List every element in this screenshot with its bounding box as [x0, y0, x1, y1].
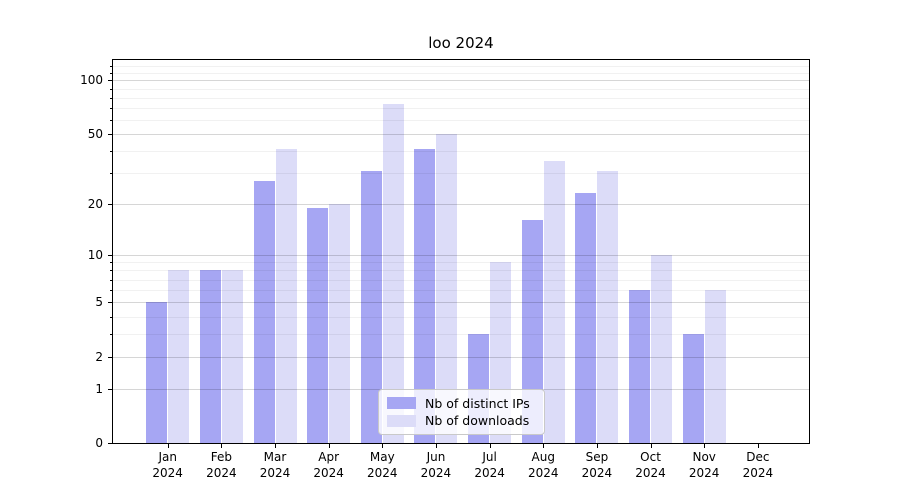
x-tick-mark	[489, 444, 491, 448]
bar-downloads	[382, 103, 404, 443]
x-tick-mark	[221, 444, 223, 448]
legend-label-distinct-ips: Nb of distinct IPs	[425, 395, 530, 411]
y-tick-label: 1	[95, 381, 103, 396]
chart-title: loo 2024	[428, 34, 494, 52]
y-tick-mark	[108, 356, 112, 358]
bar-distinct-ips	[521, 220, 543, 443]
legend: Nb of distinct IPs Nb of downloads	[378, 389, 545, 435]
y-minor-tick-mark	[110, 120, 112, 122]
x-tick-label: Jan 2024	[152, 450, 183, 480]
bar-downloads	[597, 170, 619, 443]
x-tick-mark	[543, 444, 545, 448]
x-tick-mark	[596, 444, 598, 448]
x-tick-label: Jun 2024	[420, 450, 452, 480]
bar-downloads	[704, 290, 726, 443]
bar-distinct-ips	[575, 193, 597, 443]
y-minor-tick-mark	[110, 173, 112, 175]
y-tick-label: 50	[87, 127, 103, 142]
y-minor-tick-mark	[110, 73, 112, 74]
x-tick-label: Apr 2024	[313, 450, 344, 480]
x-tick-mark	[167, 444, 169, 448]
y-tick-mark	[108, 134, 112, 136]
x-tick-mark	[275, 444, 276, 448]
x-tick-label: Nov 2024	[688, 450, 720, 480]
y-tick-mark	[108, 302, 112, 304]
legend-swatch-downloads	[387, 414, 416, 427]
bar-downloads	[221, 270, 243, 443]
x-tick-mark	[757, 444, 759, 448]
y-minor-tick-mark	[110, 108, 112, 110]
y-minor-tick-mark	[110, 270, 112, 272]
bar-distinct-ips	[146, 302, 168, 443]
y-tick-label: 10	[87, 247, 103, 262]
x-tick-label: May 2024	[367, 450, 398, 480]
x-tick-mark	[435, 444, 437, 448]
y-tick-mark	[108, 254, 112, 256]
bar-distinct-ips	[414, 149, 436, 443]
bar-downloads	[543, 161, 565, 443]
x-tick-mark	[328, 444, 330, 448]
bar-distinct-ips	[360, 170, 382, 443]
y-tick-label: 100	[80, 73, 103, 88]
y-minor-tick-mark	[110, 279, 112, 281]
legend-item-downloads: Nb of downloads	[387, 413, 536, 428]
y-minor-tick-mark	[110, 290, 112, 292]
bars-layer	[113, 60, 809, 443]
legend-swatch-distinct-ips	[387, 397, 416, 410]
y-minor-tick-mark	[110, 316, 112, 318]
x-tick-mark	[704, 444, 706, 448]
bar-downloads	[329, 203, 351, 443]
x-tick-label: Feb 2024	[206, 450, 237, 480]
y-tick-mark	[108, 203, 112, 205]
y-tick-label: 0	[95, 436, 103, 450]
bar-distinct-ips	[253, 181, 275, 443]
x-tick-label: Jul 2024	[474, 450, 505, 480]
bar-downloads	[168, 270, 190, 443]
bar-distinct-ips	[199, 270, 221, 443]
bar-distinct-ips	[682, 334, 704, 443]
y-tick-label: 2	[95, 349, 103, 364]
bar-downloads	[275, 149, 297, 443]
x-tick-label: Oct 2024	[635, 450, 666, 480]
x-tick-label: Dec 2024	[742, 450, 774, 480]
legend-label-downloads: Nb of downloads	[425, 413, 530, 429]
y-tick-mark	[108, 443, 112, 444]
x-tick-mark	[382, 444, 384, 448]
x-tick-label: Aug 2024	[527, 450, 559, 480]
y-minor-tick-mark	[110, 97, 112, 99]
bar-distinct-ips	[629, 290, 651, 443]
y-minor-tick-mark	[110, 151, 112, 153]
y-minor-tick-mark	[110, 262, 112, 264]
y-minor-tick-mark	[110, 334, 112, 336]
x-tick-mark	[650, 444, 652, 448]
y-tick-mark	[108, 388, 112, 390]
y-tick-label: 5	[95, 295, 103, 310]
x-tick-label: Sep 2024	[581, 450, 613, 480]
legend-item-distinct-ips: Nb of distinct IPs	[387, 396, 536, 411]
y-tick-label: 20	[87, 196, 103, 211]
bar-downloads	[436, 134, 458, 443]
y-minor-tick-mark	[110, 88, 112, 90]
plot-area: Nb of distinct IPs Nb of downloads	[112, 59, 810, 444]
x-tick-label: Mar 2024	[259, 450, 291, 480]
y-minor-tick-mark	[110, 66, 112, 68]
bar-downloads	[651, 254, 673, 443]
bar-distinct-ips	[307, 207, 329, 443]
y-tick-mark	[108, 80, 112, 82]
